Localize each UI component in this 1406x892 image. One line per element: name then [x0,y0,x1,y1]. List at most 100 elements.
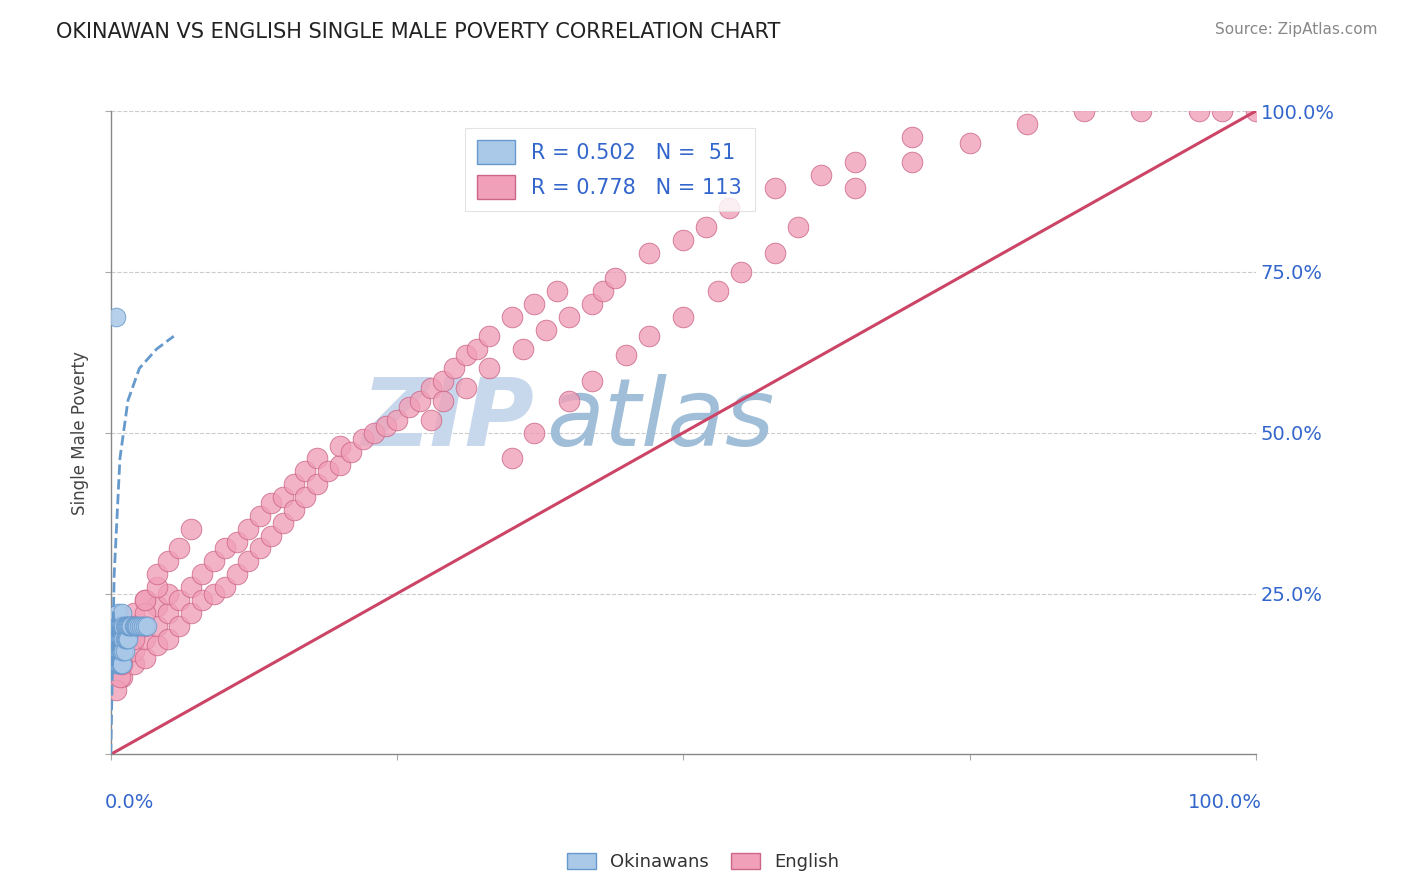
Point [105,683,128,698]
Point [134,593,156,607]
Point [107,644,129,658]
Point [901,129,924,144]
Point [225,535,247,549]
Point [512,342,534,356]
Point [844,155,866,169]
Point [901,155,924,169]
Point [786,219,808,234]
Point [1244,103,1267,118]
Point [180,606,202,620]
Point [672,310,695,324]
Point [112,632,135,646]
Point [145,567,167,582]
Point [107,618,129,632]
Point [214,580,236,594]
Point [117,632,139,646]
Point [111,651,134,665]
Point [959,136,981,151]
Point [318,464,340,478]
Y-axis label: Single Male Poverty: Single Male Poverty [72,351,89,515]
Point [111,657,134,672]
Point [238,522,260,536]
Point [420,381,443,395]
Point [134,632,156,646]
Point [145,638,167,652]
Point [546,284,568,298]
Point [385,413,408,427]
Point [1073,103,1095,118]
Point [283,503,305,517]
Text: 100.0%: 100.0% [1188,793,1261,812]
Point [329,458,352,472]
Point [157,554,180,568]
Point [260,528,283,542]
Point [1211,103,1233,118]
Point [581,374,603,388]
Point [523,297,546,311]
Point [118,618,141,632]
Point [157,586,180,600]
Point [352,432,374,446]
Point [409,393,432,408]
Point [105,618,128,632]
Point [107,606,129,620]
Point [108,657,131,672]
Point [465,342,488,356]
Point [294,464,316,478]
Point [225,567,247,582]
Point [478,361,501,376]
Point [127,618,149,632]
Point [110,618,132,632]
Point [122,618,145,632]
Point [180,580,202,594]
Point [111,644,134,658]
Point [134,593,156,607]
Point [558,393,581,408]
Point [443,361,465,376]
Point [191,567,214,582]
Point [844,181,866,195]
Point [114,644,136,658]
Point [122,625,145,640]
Point [672,233,695,247]
Point [115,632,138,646]
Text: Source: ZipAtlas.com: Source: ZipAtlas.com [1215,22,1378,37]
Point [105,632,128,646]
Point [1015,117,1038,131]
Point [107,632,129,646]
Point [111,632,134,646]
Point [105,644,128,658]
Text: ZIP: ZIP [361,374,534,466]
Point [114,632,136,646]
Point [108,670,131,684]
Point [249,541,271,556]
Point [111,644,134,658]
Point [558,310,581,324]
Point [114,618,136,632]
Point [111,618,134,632]
Point [107,657,129,672]
Point [169,593,191,607]
Point [763,245,786,260]
Point [260,496,283,510]
Point [180,522,202,536]
Point [718,201,741,215]
Point [125,618,148,632]
Point [730,265,752,279]
Point [110,644,132,658]
Point [112,644,135,658]
Point [638,329,661,343]
Point [214,541,236,556]
Point [110,632,132,646]
Point [810,169,832,183]
Point [249,509,271,524]
Text: 0.0%: 0.0% [105,793,155,812]
Point [114,618,136,632]
Point [111,632,134,646]
Point [108,618,131,632]
Point [501,310,523,324]
Point [305,477,328,491]
Point [129,618,152,632]
Point [202,554,225,568]
Point [115,618,138,632]
